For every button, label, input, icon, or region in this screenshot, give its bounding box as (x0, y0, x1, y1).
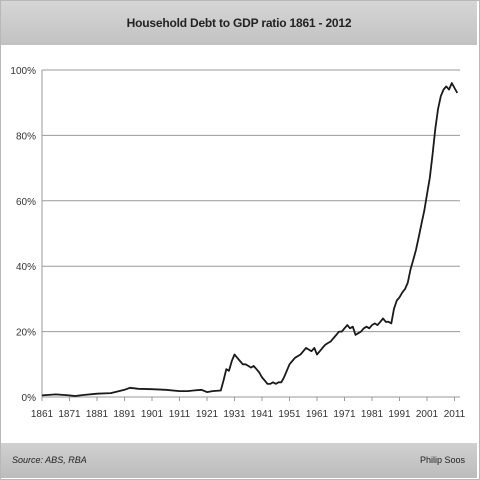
x-tick-label: 1861 (31, 409, 54, 420)
x-tick-label: 1991 (388, 409, 411, 420)
y-tick-label: 20% (16, 328, 36, 339)
x-tick-label: 1911 (169, 409, 191, 420)
x-tick-label: 1931 (223, 409, 246, 420)
footer-source: Source: ABS, RBA (12, 455, 87, 465)
x-tick-label: 1881 (86, 409, 109, 420)
x-tick-label: 1981 (361, 409, 384, 420)
y-tick-label: 80% (16, 131, 36, 142)
y-tick-label: 0% (22, 393, 37, 404)
x-tick-label: 1951 (278, 409, 301, 420)
x-tick-label: 1971 (333, 409, 356, 420)
x-tick-label: 1941 (251, 409, 274, 420)
y-tick-label: 40% (16, 262, 36, 273)
x-tick-label: 2001 (416, 409, 439, 420)
grid-lines (41, 69, 460, 398)
x-axis-ticks: 1861 1871 1881 1891 1901 1911 1921 1931 1941 1951… (31, 397, 466, 420)
y-tick-label: 100% (10, 66, 36, 77)
y-axis-ticks: 0% 20% 40% 60% 80% 100% (10, 66, 36, 404)
x-tick-label: 1961 (306, 409, 329, 420)
series-layer (41, 82, 459, 397)
debt-ratio-line (41, 82, 459, 397)
footer-bar: Source: ABS, RBA Philip Soos (1, 443, 477, 478)
x-tick-label: 1921 (196, 409, 219, 420)
x-tick-label: 1901 (141, 409, 164, 420)
x-tick-label: 2011 (444, 409, 466, 420)
x-tick-label: 1891 (113, 409, 136, 420)
chart-title: Household Debt to GDP ratio 1861 - 2012 (126, 16, 352, 30)
y-tick-label: 60% (16, 197, 36, 208)
title-bar: Household Debt to GDP ratio 1861 - 2012 (1, 1, 477, 45)
x-tick-label: 1871 (58, 409, 81, 420)
footer-author: Philip Soos (419, 455, 465, 465)
